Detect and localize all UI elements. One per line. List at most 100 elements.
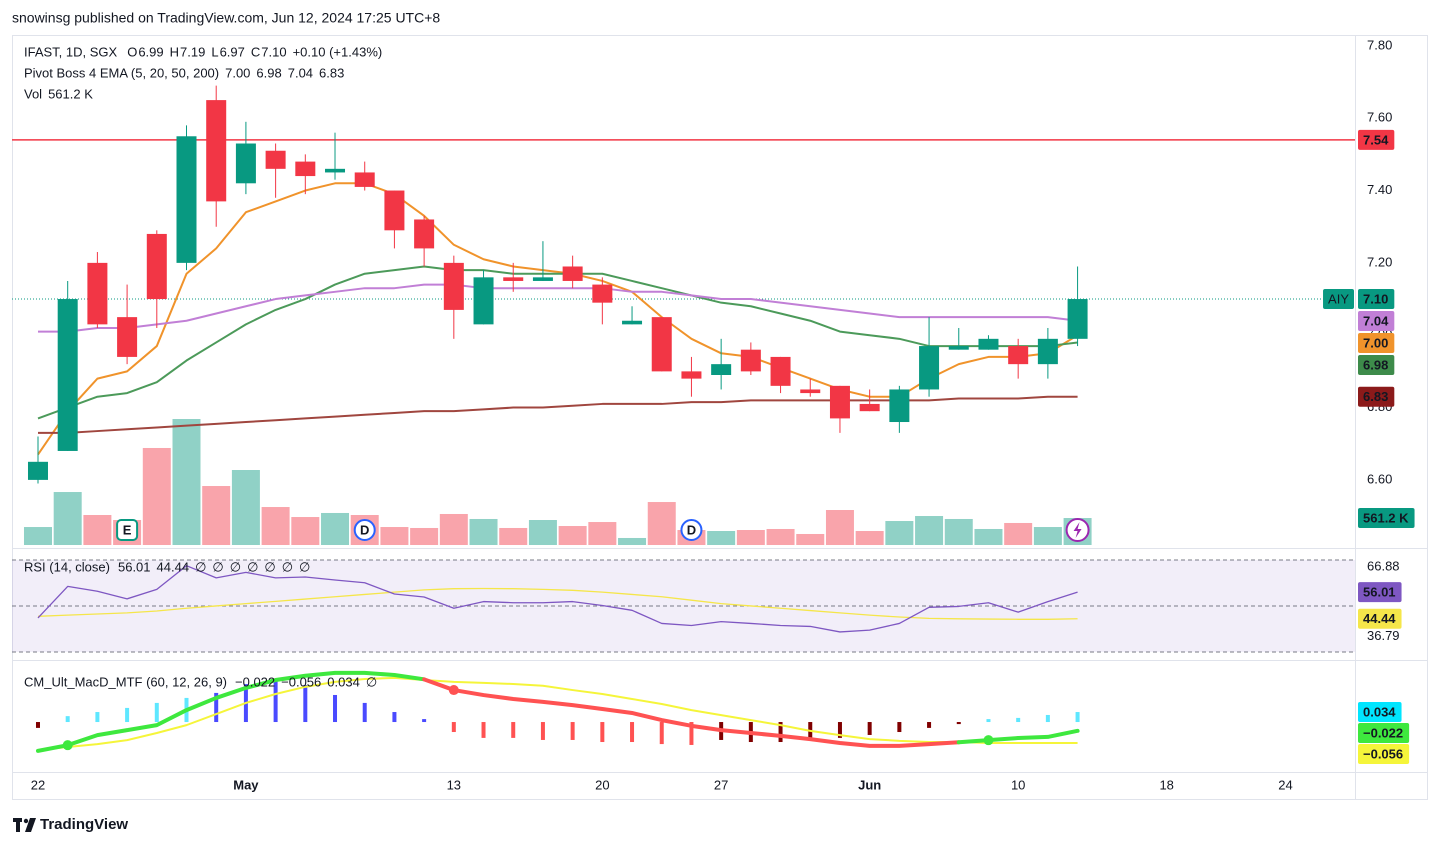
volume-bar — [825, 510, 854, 545]
histogram-bar — [778, 722, 783, 743]
axis-tag — [1358, 508, 1415, 529]
axis-tag-label: 7.54 — [1363, 132, 1389, 147]
volume-bar — [439, 513, 468, 545]
axis-tag-label: 7.10 — [1363, 291, 1388, 306]
histogram-bar — [303, 684, 308, 723]
volume-bar — [291, 517, 320, 545]
y-tick-label: 66.88 — [1367, 559, 1400, 574]
legend-text: Vol — [24, 86, 42, 101]
x-tick-label: 27 — [714, 777, 728, 792]
histogram-bar — [540, 722, 545, 740]
histogram-bar — [392, 712, 397, 723]
legend-text: −0.056 — [281, 674, 321, 689]
candle-body — [532, 277, 553, 281]
volume-bar — [231, 470, 260, 545]
volume-bar — [915, 516, 944, 545]
series-name-label: AIY — [1328, 291, 1349, 306]
volume-bar — [944, 518, 973, 545]
legend-text: Pivot Boss 4 EMA (5, 20, 50, 200) — [24, 65, 219, 80]
x-tick-label: 10 — [1011, 777, 1025, 792]
candle-body — [859, 403, 880, 412]
candle-body — [622, 320, 643, 325]
brand-name: TradingView — [40, 816, 128, 833]
published-line: snowinsg published on TradingView.com, J… — [12, 10, 440, 26]
volume-bar — [469, 518, 498, 545]
legend-text: 6.98 — [256, 65, 281, 80]
candle-body — [57, 299, 78, 451]
event-label: D — [687, 522, 696, 537]
volume-bar — [202, 486, 231, 545]
histogram-bar — [630, 722, 635, 743]
candle-body — [740, 349, 761, 372]
histogram-bar — [956, 722, 961, 725]
axis-tag-label: 0.034 — [1363, 704, 1396, 719]
candle-body — [978, 338, 999, 350]
legend-text: 6.97 — [220, 44, 245, 59]
legend-text: IFAST, 1D, SGX — [24, 44, 118, 59]
legend-text: L — [211, 44, 218, 59]
histogram-bar — [154, 702, 159, 723]
histogram-bar — [1045, 714, 1050, 723]
axis-tag-label: 7.00 — [1363, 335, 1388, 350]
volume-bar — [588, 522, 617, 545]
legend-text: 56.01 — [118, 559, 151, 574]
candle-body — [384, 190, 405, 231]
event-label: E — [123, 522, 132, 537]
candle-body — [443, 262, 464, 310]
y-tick-label: 36.79 — [1367, 628, 1400, 643]
event-icon — [1073, 522, 1082, 538]
histogram-bar — [511, 722, 516, 738]
histogram-bar — [1075, 712, 1080, 723]
y-tick-label: 6.60 — [1367, 471, 1392, 486]
axis-tag — [1358, 582, 1402, 603]
axis-tag — [1358, 289, 1395, 310]
histogram-bar — [837, 722, 842, 738]
volume-bar — [885, 521, 914, 545]
histogram-bar — [927, 722, 932, 728]
candle-body — [27, 461, 48, 480]
axis-tag-label: −0.056 — [1363, 746, 1403, 761]
volume-bar — [410, 527, 439, 545]
legend-text: O — [127, 44, 137, 59]
volume-bar — [1033, 527, 1062, 545]
axis-tag — [1358, 311, 1395, 332]
histogram-bar — [362, 702, 367, 723]
legend-text: 7.10 — [261, 44, 286, 59]
legend-text: ∅ — [264, 559, 275, 574]
volume-bar — [618, 537, 647, 545]
histogram-bar — [897, 722, 902, 733]
x-tick-label: 20 — [595, 777, 609, 792]
histogram-bar — [986, 719, 991, 723]
brand-logo — [13, 818, 36, 832]
axis-tag — [1358, 723, 1410, 744]
volume-bar — [707, 531, 736, 545]
histogram-bar — [570, 722, 575, 740]
volume-bar — [83, 515, 112, 545]
legend-text: ∅ — [299, 559, 310, 574]
histogram-bar — [273, 679, 278, 723]
rsi-band — [12, 559, 1355, 652]
legend-text: 7.04 — [288, 65, 313, 80]
macd-line — [956, 728, 1080, 745]
legend-text: ∅ — [212, 559, 223, 574]
volume-bar — [647, 502, 676, 545]
candle-body — [919, 346, 940, 390]
histogram-bar — [451, 722, 456, 733]
candle-body — [1037, 338, 1058, 365]
frame — [12, 35, 1428, 800]
legend-text: 7.19 — [180, 44, 205, 59]
legend-text: ∅ — [230, 559, 241, 574]
rsi-line — [37, 565, 1078, 633]
y-tick-label: 7.80 — [1367, 37, 1392, 52]
legend-text: ∅ — [195, 559, 206, 574]
histogram-bar — [867, 722, 872, 735]
candle-body — [592, 284, 613, 303]
volume-bar — [53, 492, 82, 545]
volume-bar — [766, 528, 795, 545]
candle-body — [889, 389, 910, 423]
histogram-bar — [95, 712, 100, 723]
ema-line — [37, 265, 1078, 420]
volume-bar — [321, 512, 350, 545]
axis-tag — [1358, 744, 1410, 765]
